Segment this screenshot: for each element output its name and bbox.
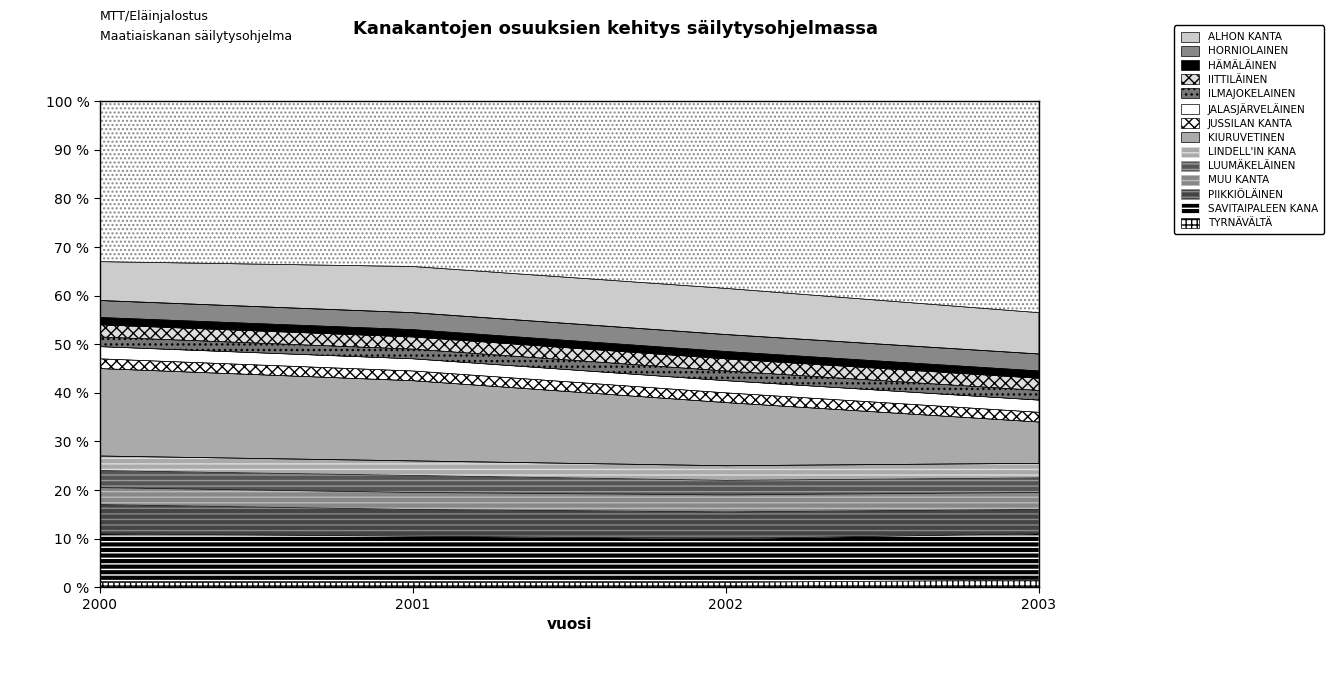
Text: Maatiaiskanan säilytysohjelma: Maatiaiskanan säilytysohjelma [100, 30, 292, 43]
Legend: ALHON KANTA, HORNIOLAINEN, HÄMÄLÄINEN, IITTILÄINEN, ILMAJOKELAINEN, JALASJÄRVELÄ: ALHON KANTA, HORNIOLAINEN, HÄMÄLÄINEN, I… [1175, 26, 1324, 234]
X-axis label: vuosi: vuosi [546, 617, 593, 632]
Text: MTT/Eläinjalostus: MTT/Eläinjalostus [100, 10, 209, 23]
Text: Kanakantojen osuuksien kehitys säilytysohjelmassa: Kanakantojen osuuksien kehitys säilytyso… [353, 20, 878, 38]
